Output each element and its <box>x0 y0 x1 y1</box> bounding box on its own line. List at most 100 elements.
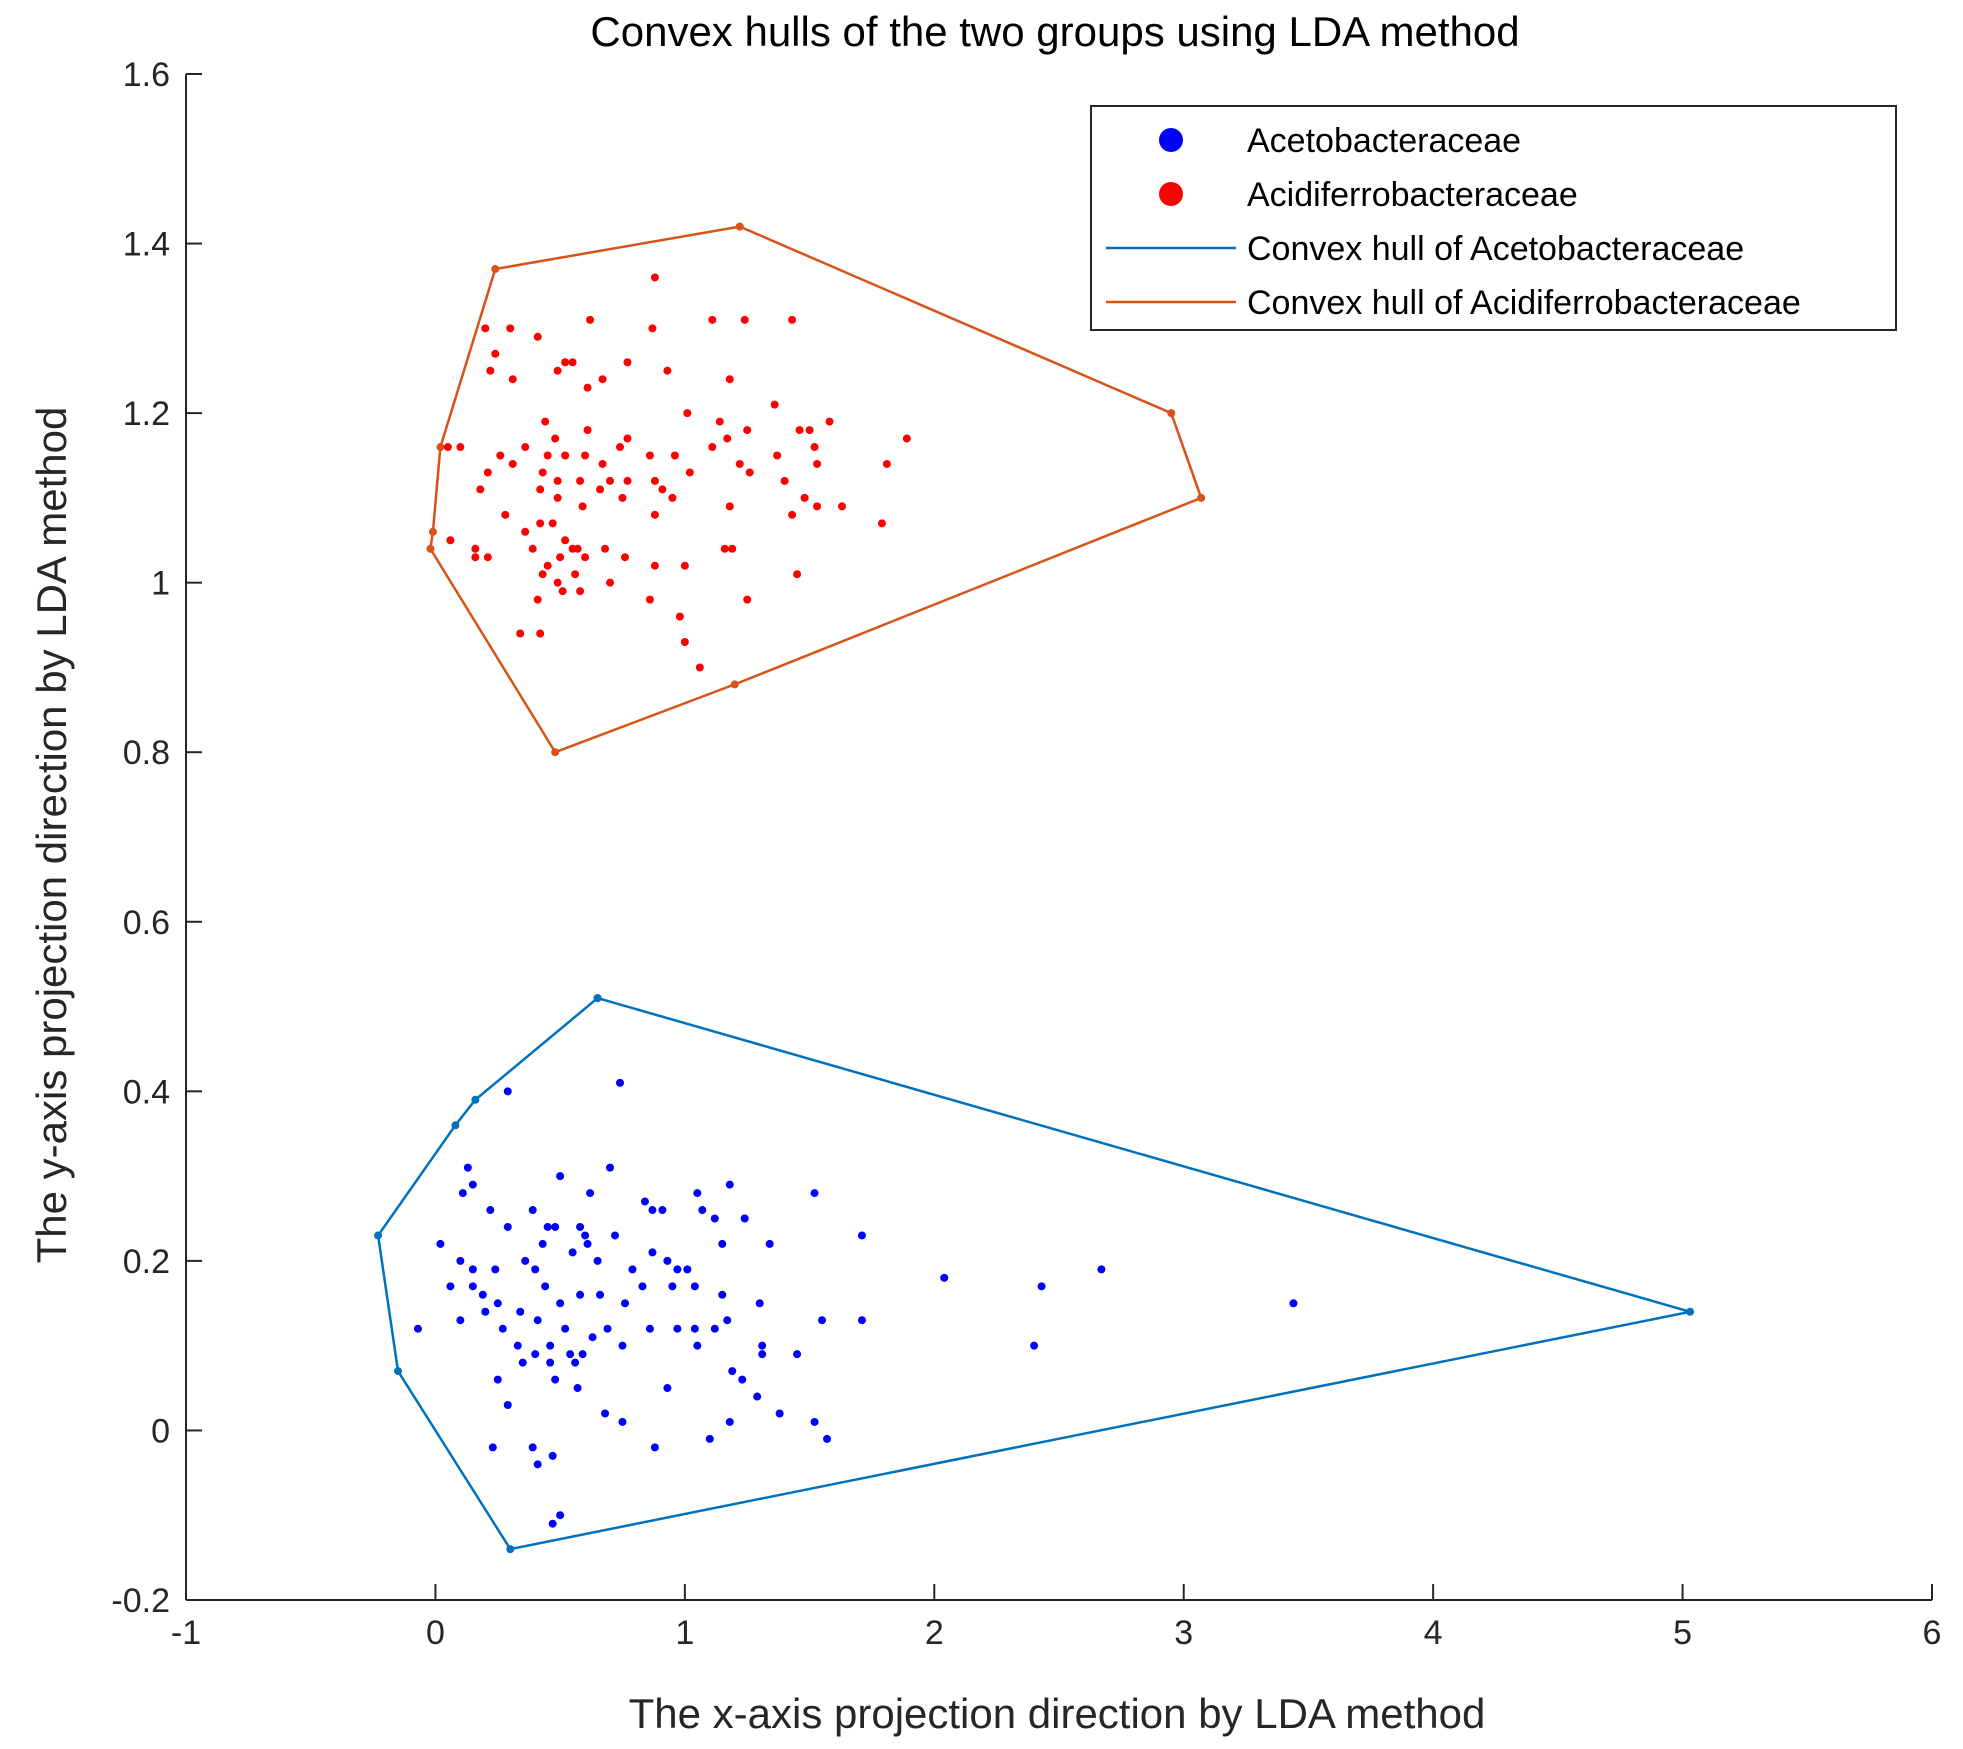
hull-vertex <box>394 1367 403 1376</box>
point-acetobacteraceae <box>446 1282 455 1291</box>
point-acidiferrobacteraceae <box>616 443 625 452</box>
point-acidiferrobacteraceae <box>695 663 704 672</box>
legend-label: Acidiferrobacteraceae <box>1247 176 1578 214</box>
point-acidiferrobacteraceae <box>745 468 754 477</box>
point-acidiferrobacteraceae <box>675 612 684 621</box>
point-acidiferrobacteraceae <box>902 434 911 443</box>
point-acidiferrobacteraceae <box>508 459 517 468</box>
point-acidiferrobacteraceae <box>521 443 530 452</box>
point-acetobacteraceae <box>755 1299 764 1308</box>
point-acetobacteraceae <box>533 1460 542 1469</box>
point-acetobacteraceae <box>528 1206 537 1215</box>
point-acidiferrobacteraceae <box>491 349 500 358</box>
chart-title: Convex hulls of the two groups using LDA… <box>590 8 1519 55</box>
point-acidiferrobacteraceae <box>680 561 689 570</box>
point-acidiferrobacteraceae <box>685 468 694 477</box>
point-acidiferrobacteraceae <box>483 468 492 477</box>
point-acetobacteraceae <box>546 1358 555 1367</box>
point-acidiferrobacteraceae <box>561 536 570 545</box>
point-acetobacteraceae <box>593 1256 602 1265</box>
point-acetobacteraceae <box>486 1206 495 1215</box>
point-acetobacteraceae <box>857 1316 866 1325</box>
point-acetobacteraceae <box>561 1324 570 1333</box>
hull-vertex <box>426 544 435 553</box>
point-acetobacteraceae <box>538 1239 547 1248</box>
y-tick-label: 0.6 <box>123 904 170 942</box>
point-acidiferrobacteraceae <box>645 595 654 604</box>
point-acetobacteraceae <box>738 1375 747 1384</box>
convex-hulls <box>374 222 1695 1554</box>
point-acetobacteraceae <box>611 1231 620 1240</box>
point-acetobacteraceae <box>528 1443 537 1452</box>
point-acetobacteraceae <box>603 1324 612 1333</box>
point-acetobacteraceae <box>628 1265 637 1274</box>
point-acetobacteraceae <box>606 1163 615 1172</box>
point-acidiferrobacteraceae <box>596 485 605 494</box>
x-tick-label: 3 <box>1174 1614 1193 1652</box>
point-acidiferrobacteraceae <box>715 417 724 426</box>
point-acetobacteraceae <box>551 1375 560 1384</box>
axes: -1 0 1 2 3 4 5 6 -0.2 0 0.2 0.4 0.6 0.8 1 1.2 1.4 1.6 <box>111 56 1941 1652</box>
point-acetobacteraceae <box>640 1197 649 1206</box>
point-acidiferrobacteraceae <box>623 434 632 443</box>
point-acetobacteraceae <box>531 1265 540 1274</box>
point-acidiferrobacteraceae <box>645 451 654 460</box>
point-acidiferrobacteraceae <box>650 273 659 282</box>
y-tick-label: 1.2 <box>123 395 170 433</box>
hull-line-acetobacteraceae <box>376 996 1691 1551</box>
point-acidiferrobacteraceae <box>568 358 577 367</box>
point-acidiferrobacteraceae <box>533 595 542 604</box>
point-acidiferrobacteraceae <box>780 476 789 485</box>
point-acidiferrobacteraceae <box>476 485 485 494</box>
point-acetobacteraceae <box>616 1078 625 1087</box>
point-acidiferrobacteraceae <box>813 502 822 511</box>
point-acidiferrobacteraceae <box>536 629 545 638</box>
point-acidiferrobacteraceae <box>496 451 505 460</box>
point-acidiferrobacteraceae <box>743 426 752 435</box>
point-acetobacteraceae <box>503 1222 512 1231</box>
point-acetobacteraceae <box>556 1299 565 1308</box>
point-acetobacteraceae <box>503 1401 512 1410</box>
point-acidiferrobacteraceae <box>793 570 802 579</box>
point-acetobacteraceae <box>683 1265 692 1274</box>
point-acidiferrobacteraceae <box>598 459 607 468</box>
point-acetobacteraceae <box>456 1256 465 1265</box>
point-acidiferrobacteraceae <box>553 578 562 587</box>
point-acetobacteraceae <box>673 1265 682 1274</box>
point-acetobacteraceae <box>648 1206 657 1215</box>
x-tick-label: 4 <box>1424 1614 1443 1652</box>
point-acetobacteraceae <box>758 1350 767 1359</box>
point-acetobacteraceae <box>723 1316 732 1325</box>
point-acidiferrobacteraceae <box>735 459 744 468</box>
point-acetobacteraceae <box>698 1206 707 1215</box>
point-acidiferrobacteraceae <box>810 443 819 452</box>
y-tick-label: 1.4 <box>123 226 170 264</box>
point-acidiferrobacteraceae <box>558 587 567 596</box>
scatter-points <box>413 273 1298 1528</box>
point-acetobacteraceae <box>725 1417 734 1426</box>
point-acidiferrobacteraceae <box>528 544 537 553</box>
point-acetobacteraceae <box>857 1231 866 1240</box>
point-acetobacteraceae <box>705 1434 714 1443</box>
point-acetobacteraceae <box>690 1324 699 1333</box>
point-acidiferrobacteraceae <box>725 375 734 384</box>
point-acidiferrobacteraceae <box>650 510 659 519</box>
hull-vertex <box>551 748 560 757</box>
point-acidiferrobacteraceae <box>543 561 552 570</box>
point-acetobacteraceae <box>663 1256 672 1265</box>
point-acetobacteraceae <box>578 1350 587 1359</box>
point-acetobacteraceae <box>758 1341 767 1350</box>
point-acetobacteraceae <box>503 1087 512 1096</box>
point-acetobacteraceae <box>793 1350 802 1359</box>
hull-vertex <box>1686 1307 1695 1316</box>
point-acetobacteraceae <box>566 1350 575 1359</box>
point-acetobacteraceae <box>531 1350 540 1359</box>
point-acidiferrobacteraceae <box>795 426 804 435</box>
point-acetobacteraceae <box>648 1248 657 1257</box>
hull-line-acidiferrobacteraceae <box>429 225 1203 754</box>
point-acidiferrobacteraceae <box>561 451 570 460</box>
point-acidiferrobacteraceae <box>773 451 782 460</box>
point-acetobacteraceae <box>458 1189 467 1198</box>
point-acetobacteraceae <box>468 1265 477 1274</box>
